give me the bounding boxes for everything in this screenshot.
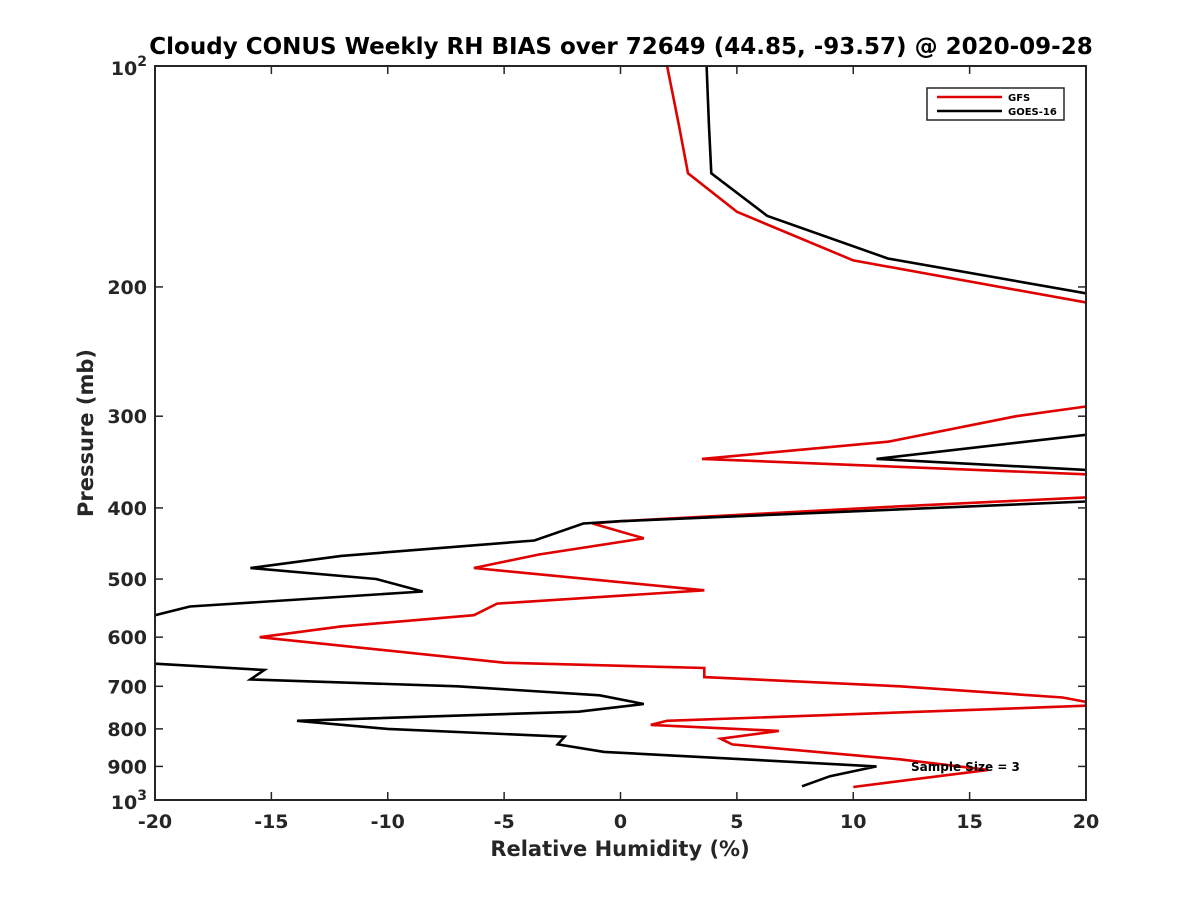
- y-tick-label: 400: [107, 498, 147, 520]
- y-axis: 200 300 400 500 600 700 800 900 102 103: [107, 54, 1086, 814]
- x-tick-label: -5: [494, 811, 515, 833]
- x-tick-label: 0: [614, 811, 627, 833]
- legend-entry-gfs: GFS: [1008, 93, 1030, 104]
- legend: GFS GOES-16: [926, 87, 1065, 121]
- x-tick-label: -10: [371, 811, 405, 833]
- x-tick-label: -15: [254, 811, 288, 833]
- series-line-goes16: [155, 66, 1086, 788]
- y-tick-label-power: 102: [111, 54, 147, 80]
- x-axis: -20 -15 -10 -5 0 5 10 15 20: [138, 66, 1099, 833]
- y-tick-label: 300: [107, 406, 147, 428]
- chart-title: Cloudy CONUS Weekly RH BIAS over 72649 (…: [149, 34, 1092, 60]
- x-tick-label: 5: [730, 811, 743, 833]
- series-line-gfs: [259, 66, 1086, 789]
- y-axis-label: Pressure (mb): [74, 349, 98, 517]
- sample-size-annotation: Sample Size = 3: [911, 760, 1020, 774]
- y-tick-label: 600: [107, 627, 147, 649]
- y-tick-label: 900: [107, 756, 147, 778]
- legend-entry-goes16: GOES-16: [1008, 107, 1057, 118]
- y-tick-label: 500: [107, 569, 147, 591]
- x-tick-label: 10: [840, 811, 866, 833]
- x-tick-label: 15: [956, 811, 982, 833]
- x-tick-label: -20: [138, 811, 172, 833]
- y-tick-label-power: 103: [111, 788, 147, 814]
- y-tick-label: 700: [107, 676, 147, 698]
- x-axis-label: Relative Humidity (%): [490, 837, 749, 861]
- y-tick-label: 800: [107, 719, 147, 741]
- x-tick-label: 20: [1073, 811, 1099, 833]
- plot-lines: [155, 66, 1086, 789]
- legend-box: [926, 87, 1065, 121]
- y-tick-label: 200: [107, 277, 147, 299]
